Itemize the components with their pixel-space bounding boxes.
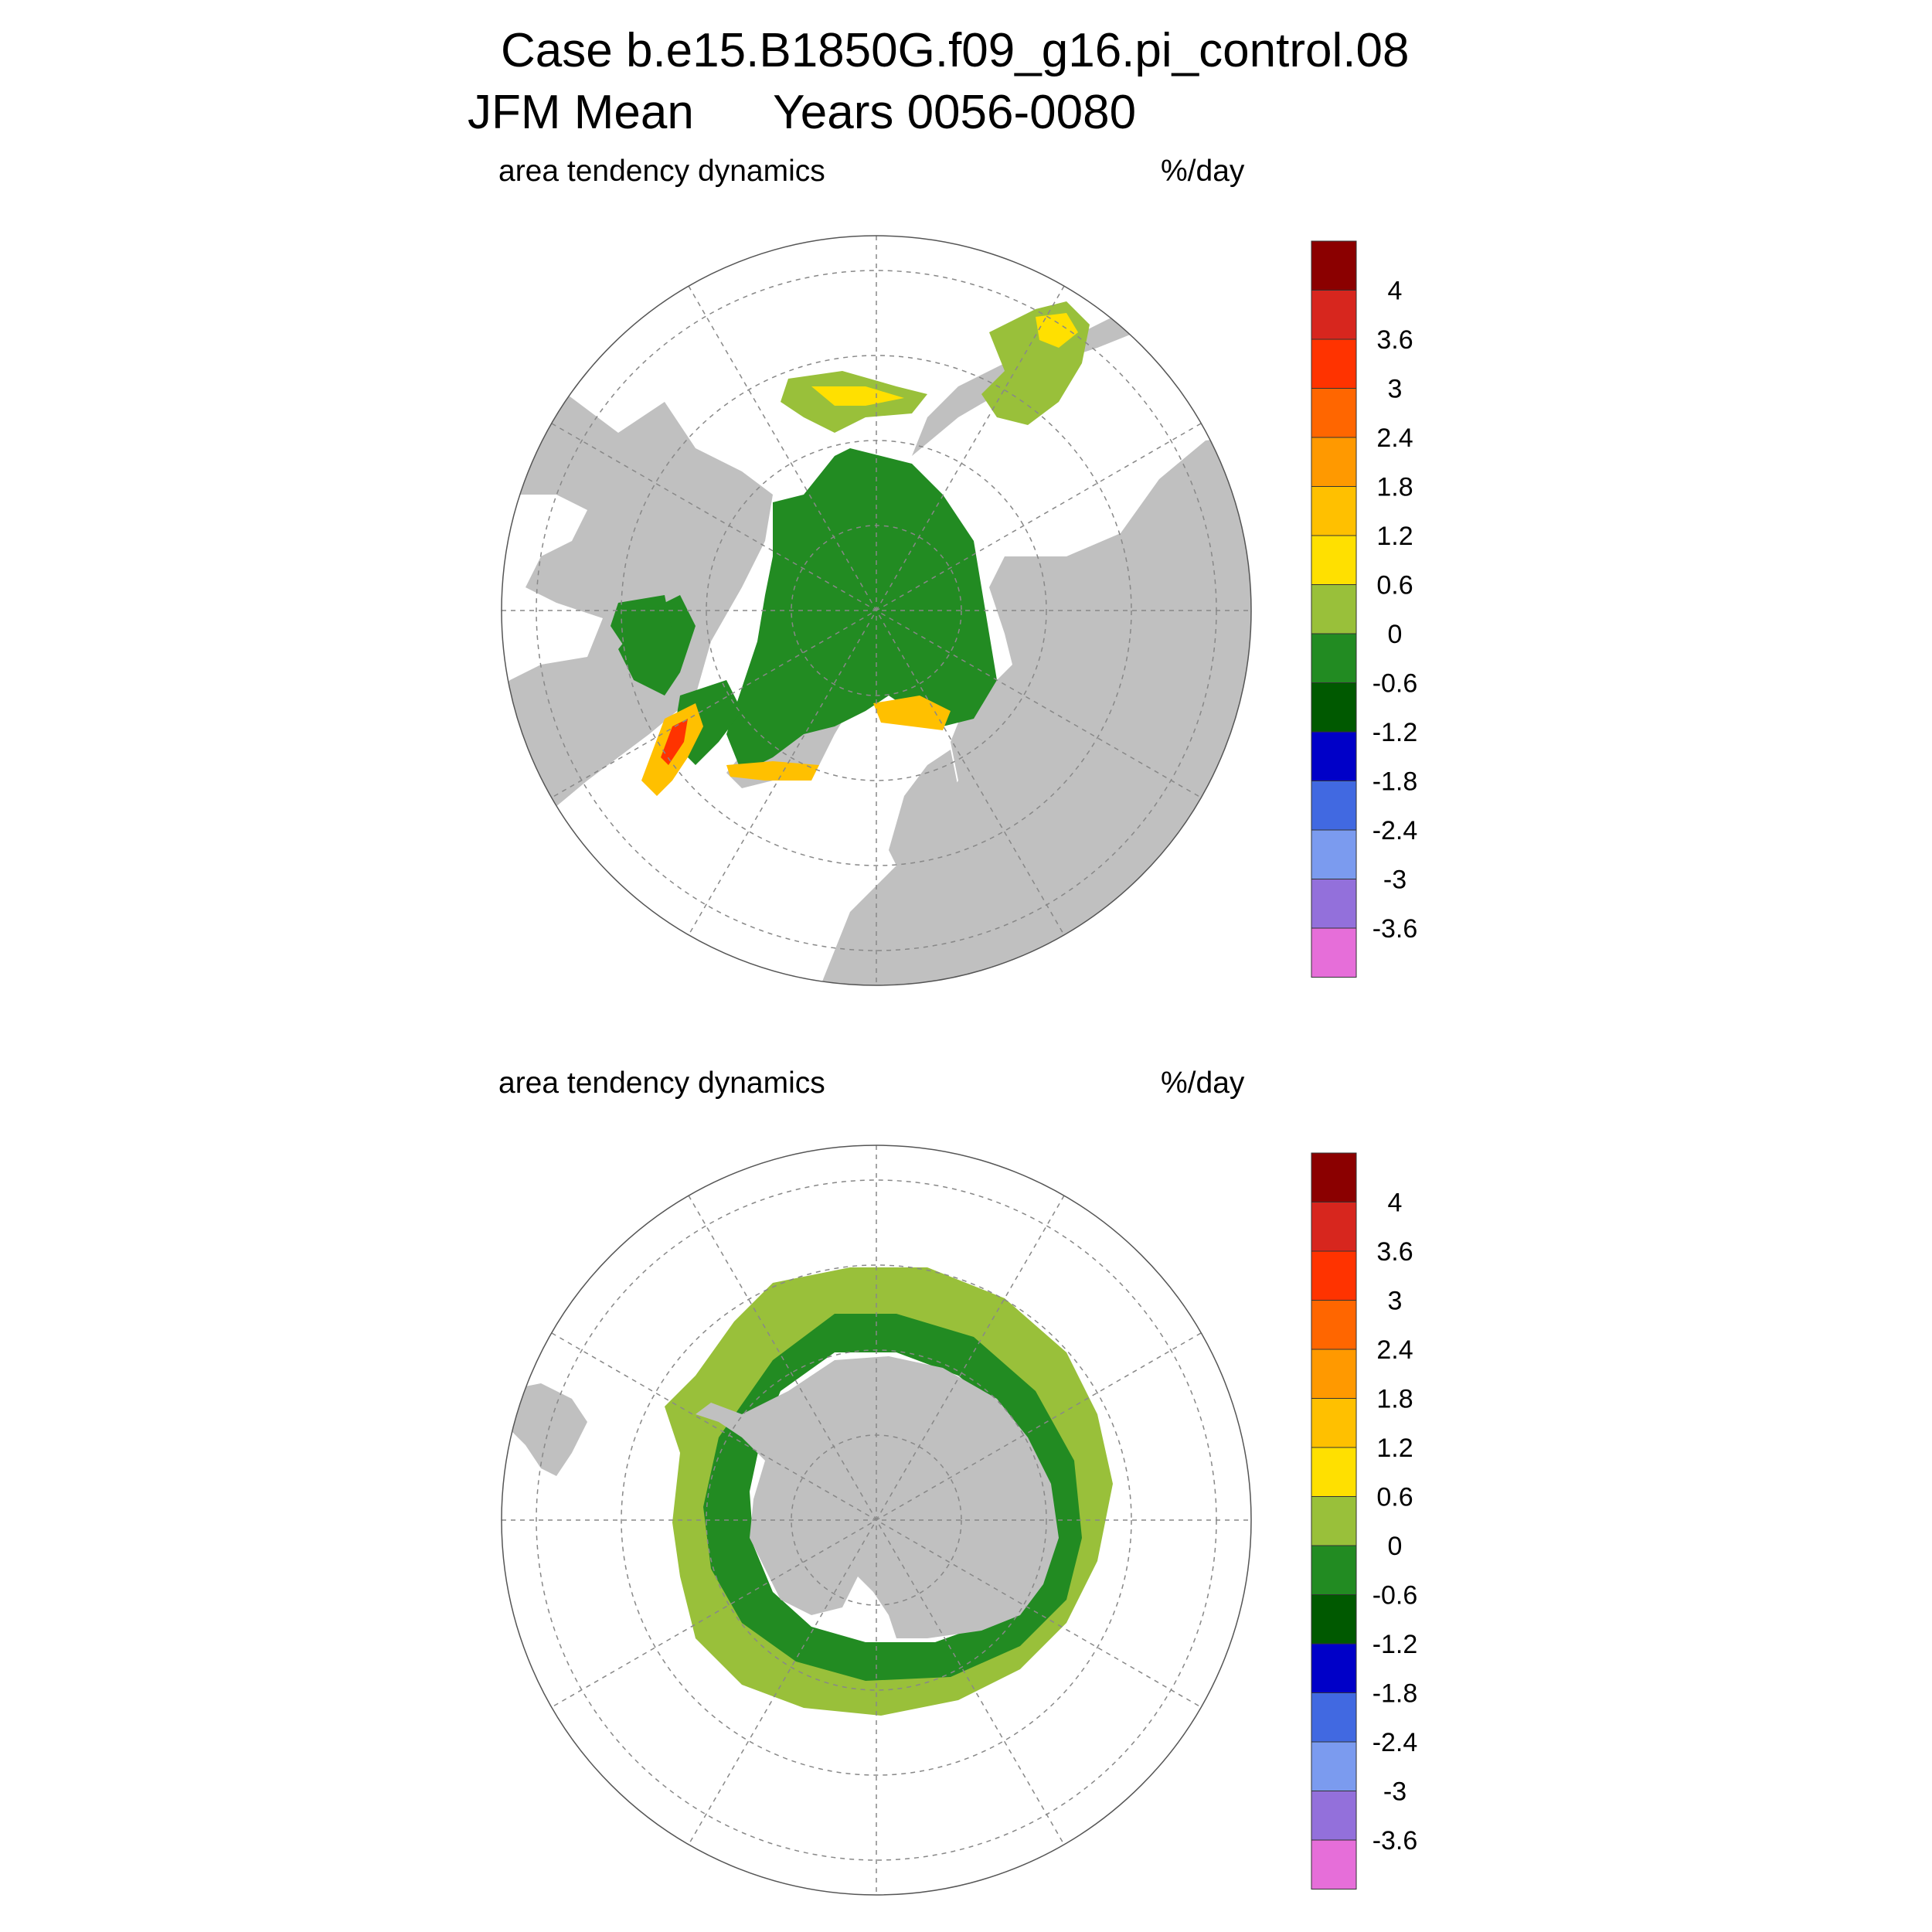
south-colorbar-label: -1.8: [1372, 1679, 1418, 1709]
south-colorbar-label: 3.6: [1376, 1237, 1413, 1267]
south-colorbar-label: 1.8: [1376, 1385, 1413, 1414]
north-colorbar-label: 2.4: [1376, 423, 1413, 453]
north-ice-archipelago: [618, 595, 696, 696]
south-colorbar-swatch: [1311, 1496, 1357, 1546]
south-colorbar-label: 2.4: [1376, 1335, 1413, 1365]
north-colorbar-label: 0: [1388, 620, 1403, 649]
south-colorbar: 4 3.6 3 2.4 1.8 1.2 0.6 0 -0.6 -1.2 -1.8 -2.4 -3 -3.6: [1311, 1152, 1418, 1889]
north-colorbar-swatch: [1311, 388, 1357, 438]
south-land-south-america: [502, 1383, 587, 1476]
south-colorbar-swatch: [1311, 1741, 1357, 1791]
south-colorbar-label: 0: [1388, 1532, 1403, 1561]
south-colorbar-swatch: [1311, 1447, 1357, 1497]
north-colorbar-swatch: [1311, 682, 1357, 733]
south-colorbar-label: 0.6: [1376, 1483, 1413, 1512]
north-colorbar-label: 3.6: [1376, 325, 1413, 355]
south-panel-title: area tendency dynamics: [498, 1066, 825, 1100]
north-colorbar-label: -0.6: [1372, 669, 1418, 699]
north-colorbar-label: -3: [1383, 866, 1406, 895]
north-colorbar-swatch: [1311, 584, 1357, 634]
north-land-scandinavia: [889, 750, 958, 881]
south-colorbar-swatch: [1311, 1152, 1357, 1202]
north-colorbar-swatch: [1311, 338, 1357, 389]
south-colorbar-swatch: [1311, 1643, 1357, 1693]
north-colorbar-label: 3: [1388, 375, 1403, 404]
north-colorbar-label: -1.2: [1372, 718, 1418, 747]
north-colorbar-label: 1.8: [1376, 473, 1413, 502]
north-colorbar-label: 0.6: [1376, 571, 1413, 600]
north-ice-gsea-edge: [726, 761, 819, 781]
south-colorbar-swatch: [1311, 1300, 1357, 1350]
south-colorbar-label: 4: [1388, 1189, 1403, 1218]
north-colorbar-swatch: [1311, 633, 1357, 683]
north-panel-title: area tendency dynamics: [498, 155, 825, 188]
south-colorbar-swatch: [1311, 1349, 1357, 1399]
season-label: JFM Mean: [468, 86, 694, 139]
south-map-border: [501, 1145, 1252, 1896]
north-colorbar: 4 3.6 3 2.4 1.8 1.2 0.6 0 -0.6 -1.2 -1.8 -2.4 -3 -3.6: [1311, 240, 1418, 978]
north-colorbar-swatch: [1311, 829, 1357, 879]
south-panel-units: %/day: [1161, 1066, 1245, 1100]
north-ice-hudson: [611, 595, 672, 649]
north-ice-okhotsk-yellow: [1036, 313, 1078, 348]
north-colorbar-label: -1.8: [1372, 767, 1418, 797]
north-colorbar-swatch: [1311, 535, 1357, 585]
north-colorbar-swatch: [1311, 486, 1357, 536]
south-colorbar-label: 1.2: [1376, 1434, 1413, 1463]
north-map-border: [501, 235, 1252, 986]
south-colorbar-label: -2.4: [1372, 1728, 1418, 1757]
north-polar-map: [501, 235, 1252, 986]
south-colorbar-swatch: [1311, 1594, 1357, 1645]
south-colorbar-label: 3: [1388, 1287, 1403, 1316]
south-colorbar-swatch: [1311, 1791, 1357, 1841]
north-ice-arctic-basin: [726, 448, 997, 773]
south-land-antarctica: [696, 1356, 1059, 1638]
south-colorbar-swatch: [1311, 1398, 1357, 1448]
south-colorbar-swatch: [1311, 1250, 1357, 1301]
north-colorbar-swatch: [1311, 927, 1357, 978]
north-colorbar-swatch: [1311, 879, 1357, 929]
south-colorbar-swatch: [1311, 1202, 1357, 1252]
years-label: Years 0056-0080: [773, 86, 1137, 139]
north-colorbar-swatch: [1311, 290, 1357, 340]
south-colorbar-swatch: [1311, 1692, 1357, 1743]
north-graticule: [502, 236, 1251, 985]
north-colorbar-swatch: [1311, 731, 1357, 781]
south-colorbar-swatch: [1311, 1839, 1357, 1889]
north-colorbar-label: -3.6: [1372, 914, 1418, 944]
south-colorbar-label: -3.6: [1372, 1826, 1418, 1855]
south-colorbar-label: -0.6: [1372, 1581, 1418, 1611]
north-panel-units: %/day: [1161, 155, 1245, 188]
figure-title-case: Case b.e15.B1850G.f09_g16.pi_control.08: [501, 24, 1410, 77]
north-ice-labrador-red: [661, 719, 688, 765]
north-colorbar-swatch: [1311, 437, 1357, 487]
north-colorbar-swatch: [1311, 240, 1357, 291]
south-graticule: [502, 1145, 1251, 1895]
north-colorbar-label: 4: [1388, 277, 1403, 306]
south-colorbar-label: -1.2: [1372, 1630, 1418, 1659]
north-colorbar-swatch: [1311, 781, 1357, 831]
north-colorbar-label: 1.2: [1376, 522, 1413, 551]
north-ice-bering-yellow: [811, 386, 904, 406]
north-colorbar-label: -2.4: [1372, 816, 1418, 845]
south-polar-map: [501, 1145, 1252, 1896]
south-colorbar-swatch: [1311, 1545, 1357, 1595]
figure-title-season: JFM Mean Years 0056-0080: [468, 85, 1136, 140]
south-colorbar-label: -3: [1383, 1777, 1406, 1807]
